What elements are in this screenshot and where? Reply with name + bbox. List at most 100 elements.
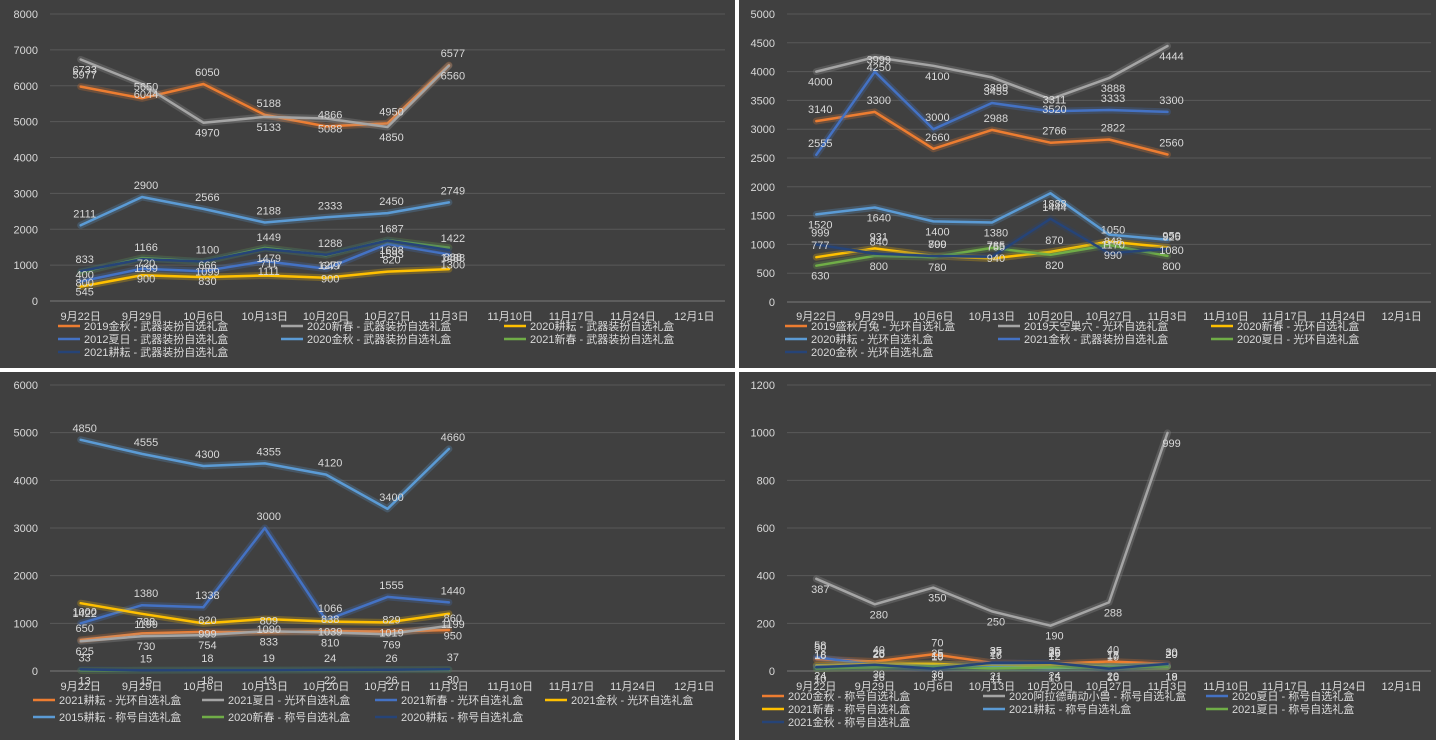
y-tick-label: 4000 bbox=[751, 67, 775, 79]
data-label: 4300 bbox=[195, 449, 219, 461]
x-tick-label: 9月22日 bbox=[61, 311, 101, 323]
data-label: 785 bbox=[987, 240, 1005, 252]
line-chart-halo-title-boxes: 0 1000 2000 3000 4000 5000 6000 9月22日 9月29日 10月6日… bbox=[14, 380, 725, 724]
data-label: 950 bbox=[1162, 230, 1180, 242]
data-label: 3140 bbox=[808, 104, 832, 116]
data-label: 900 bbox=[137, 274, 155, 286]
data-label: 999 bbox=[198, 628, 216, 640]
data-label: 280 bbox=[870, 609, 888, 621]
data-label: 999 bbox=[1162, 438, 1180, 450]
data-label: 800 bbox=[870, 261, 888, 273]
data-label: 30 bbox=[931, 669, 943, 681]
data-label: 809 bbox=[260, 615, 278, 627]
data-label: 19 bbox=[263, 653, 275, 665]
data-label: 26 bbox=[385, 675, 397, 687]
x-tick-label: 10月6日 bbox=[913, 681, 953, 693]
series-line bbox=[815, 217, 1169, 259]
data-label: 1440 bbox=[441, 585, 465, 597]
data-label: 20 bbox=[1107, 671, 1119, 683]
data-label: 1099 bbox=[195, 267, 219, 279]
x-tick-label: 10月6日 bbox=[913, 311, 953, 323]
line-chart-title-boxes: 0 200 400 600 800 1000 1200 9月22日 9月29日 10月6日 10月1… bbox=[751, 380, 1431, 729]
series-line bbox=[815, 431, 1169, 627]
data-label: 190 bbox=[1045, 631, 1063, 643]
data-label: 6577 bbox=[441, 48, 465, 60]
x-tick-label: 9月22日 bbox=[61, 681, 101, 693]
data-label: 4355 bbox=[257, 446, 281, 458]
data-label: 1100 bbox=[196, 245, 220, 257]
data-label: 30 bbox=[1165, 647, 1177, 659]
legend-entry: 2020夏日 - 光环自选礼盒 bbox=[1237, 332, 1359, 346]
legend-entry: 2012夏日 - 武器装扮自选礼盒 bbox=[84, 332, 228, 346]
data-label: 2566 bbox=[195, 192, 219, 204]
data-label: 900 bbox=[321, 274, 339, 286]
data-label: 630 bbox=[811, 271, 829, 283]
data-label: 950 bbox=[444, 631, 462, 643]
legend-entry: 2019金秋 - 武器装扮自选礼盒 bbox=[84, 319, 228, 333]
data-label: 10 bbox=[814, 674, 826, 686]
y-tick-label: 4500 bbox=[751, 38, 775, 50]
data-label: 15 bbox=[140, 675, 152, 687]
data-label: 33 bbox=[79, 652, 91, 664]
data-label: 35 bbox=[1048, 646, 1060, 658]
data-label: 12 bbox=[1048, 651, 1060, 663]
series-line bbox=[79, 63, 451, 128]
data-label: 10 bbox=[931, 652, 943, 664]
x-tick-label: 11月17日 bbox=[1262, 681, 1308, 693]
data-label: 35 bbox=[990, 646, 1002, 658]
data-label: 1170 bbox=[1101, 240, 1125, 252]
data-label: 755 bbox=[987, 242, 1005, 254]
data-label: 799 bbox=[928, 239, 946, 251]
x-tick-label: 9月29日 bbox=[855, 681, 895, 693]
x-tick-label: 10月20日 bbox=[1027, 311, 1073, 323]
line-chart-halo-boxes: 0 500 1000 1500 2000 2500 3000 3500 4000 4500 5000… bbox=[751, 9, 1431, 359]
data-label: 18 bbox=[1165, 672, 1177, 684]
data-label: 40 bbox=[873, 644, 885, 656]
data-label: 1199 bbox=[134, 263, 158, 275]
data-label: 3300 bbox=[867, 95, 891, 107]
line-chart-weapon-boxes: 0 1000 2000 3000 4000 5000 6000 7000 8000 9月22日 9月… bbox=[14, 9, 725, 359]
y-tick-label: 1200 bbox=[751, 380, 775, 392]
x-tick-label: 9月29日 bbox=[122, 311, 162, 323]
data-label: 19 bbox=[931, 671, 943, 683]
x-tick-label: 11月10日 bbox=[1203, 681, 1249, 693]
chart-panel-top-left: 0 1000 2000 3000 4000 5000 6000 7000 8000 9月22日 9月… bbox=[0, 0, 735, 368]
legend-entry: 2020阿拉德萌动小兽 - 称号自选礼盒 bbox=[1009, 689, 1186, 703]
data-label: 2188 bbox=[257, 206, 281, 218]
data-label: 4970 bbox=[195, 128, 219, 140]
x-tick-label: 11月24日 bbox=[610, 311, 656, 323]
x-tick-label: 10月13日 bbox=[242, 311, 288, 323]
data-label: 5188 bbox=[257, 98, 281, 110]
data-label: 3311 bbox=[1043, 94, 1067, 106]
y-tick-label: 1000 bbox=[14, 260, 38, 272]
data-label: 3455 bbox=[984, 86, 1008, 98]
y-tick-label: 0 bbox=[32, 666, 38, 678]
data-label: 11 bbox=[990, 673, 1001, 685]
series-line bbox=[79, 58, 451, 129]
x-tick-label: 9月29日 bbox=[855, 311, 895, 323]
data-label: 545 bbox=[76, 286, 94, 298]
series-line bbox=[815, 192, 1169, 242]
data-label: 18 bbox=[1107, 650, 1119, 662]
data-label: 1166 bbox=[134, 242, 158, 254]
data-label: 18 bbox=[201, 675, 213, 687]
data-label: 30 bbox=[873, 669, 885, 681]
data-label: 1444 bbox=[1042, 202, 1066, 214]
data-label: 2766 bbox=[1042, 126, 1066, 138]
data-label: 860 bbox=[444, 613, 462, 625]
y-tick-label: 2000 bbox=[14, 224, 38, 236]
x-tick-label: 11月17日 bbox=[1262, 311, 1308, 323]
x-tick-label: 11月3日 bbox=[1148, 681, 1188, 693]
data-label: 26 bbox=[873, 648, 885, 660]
x-tick-label: 10月27日 bbox=[1086, 681, 1132, 693]
legend-entry: 2021夏日 - 称号自选礼盒 bbox=[1232, 702, 1354, 716]
data-label: 6050 bbox=[195, 67, 219, 79]
data-label: 800 bbox=[928, 239, 946, 251]
series-line bbox=[79, 242, 451, 283]
data-label: 3888 bbox=[1101, 83, 1125, 95]
y-tick-label: 6000 bbox=[14, 81, 38, 93]
data-label: 2749 bbox=[441, 185, 465, 197]
y-tick-label: 8000 bbox=[14, 9, 38, 21]
data-label: 5650 bbox=[134, 81, 158, 93]
y-tick-label: 200 bbox=[757, 618, 775, 630]
